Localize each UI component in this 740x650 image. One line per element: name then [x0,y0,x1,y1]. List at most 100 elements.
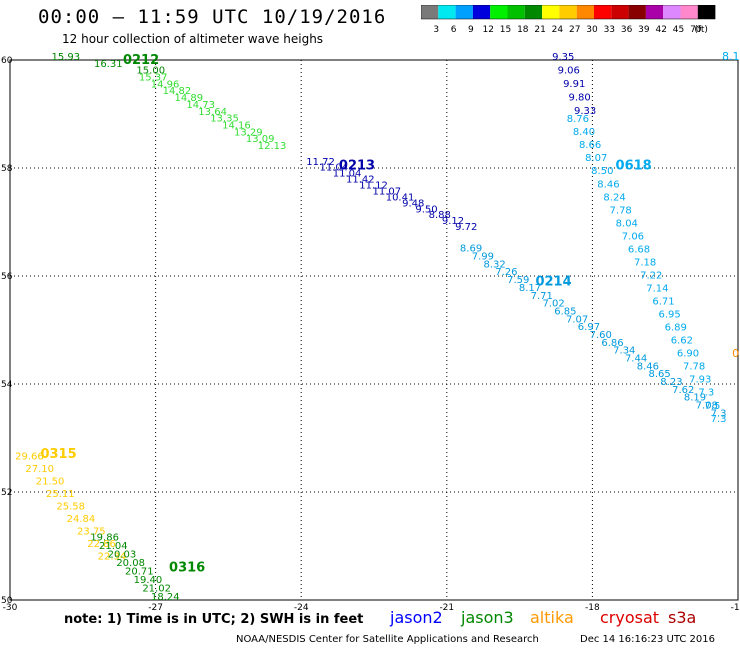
scale-swatch [611,5,629,19]
scale-tick-label: 33 [604,25,615,35]
swh-value: 20.08 [116,558,145,569]
swh-value: 11.12 [359,181,388,192]
swh-value: 15.37 [139,73,168,84]
swh-value: 8.07 [585,153,607,164]
swh-value: 7.59 [507,275,529,286]
swh-value: 8.32 [484,259,506,270]
swh-value: 21.50 [36,477,65,488]
lon-tick-label: -18 [585,603,600,613]
scale-tick-label: 9 [468,25,474,35]
scale-tick-label: 70 [690,25,702,35]
swh-value: 14.82 [163,86,192,97]
legend-jason3: jason3 [461,608,514,627]
swh-value: 6.95 [658,310,680,321]
scale-frame [421,5,716,20]
swh-value: 8.23 [660,377,682,388]
pass-time-label: 0618 [616,158,652,173]
swh-value: 21.04 [99,541,128,552]
scale-swatch [594,5,612,19]
swh-value: 7.3 [698,388,714,399]
swh-value: 15.00 [136,66,165,77]
swh-value: 7.18 [634,257,656,268]
scale-tick-label: 3 [433,25,439,35]
scale-swatch [438,5,456,19]
swh-value: 14.16 [222,121,251,132]
lat-tick-label: 58 [1,164,13,174]
swh-value: 8.76 [567,114,589,125]
swh-value: 21.02 [142,584,171,595]
swh-value: 6.90 [677,349,699,360]
swh-value: 7.07 [566,314,588,325]
scale-tick-label: 30 [586,25,598,35]
legend-altika: altika [530,608,574,627]
swh-value: 11.04 [320,163,349,174]
scale-swatch [455,5,473,19]
scale-swatch [576,5,594,19]
swh-value: 22.34 [98,552,127,563]
scale-tick-label: 27 [569,25,580,35]
scale-tick-label: 15 [500,25,511,35]
swh-value: 13.35 [210,114,239,125]
swh-value: 8.69 [460,244,482,255]
lat-tick-label: 52 [1,488,12,498]
footer-generated-date: Dec 14 16:16:23 UTC 2016 [580,634,715,645]
wave-height-color-scale: 3 6 9 12 15 18 21 24 27 30 33 36 39 42 45 70(ft) [421,5,716,35]
scale-tick-label: 42 [655,25,666,35]
swh-edge-value: 0 [732,347,739,360]
swh-value: 8.46 [637,361,659,372]
scale-swatch [559,5,577,19]
legend-cryosat: cryosat [600,608,660,627]
pass-time-label: 0212 [123,53,159,68]
swh-value: 9.06 [558,66,580,77]
swh-value: 7.78 [683,362,705,373]
map-subtitle: 12 hour collection of altimeter wave hei… [62,32,324,46]
scale-swatch [524,5,543,19]
swh-value: 9.72 [455,222,477,233]
swh-value: 14.96 [151,79,180,90]
swh-value: 9.80 [569,93,591,104]
swh-value: 10.41 [386,192,415,203]
scale-tick-label: 12 [482,25,493,35]
swh-value: 14.73 [186,100,215,111]
swh-value: 11.07 [372,186,401,197]
swh-value: 6.71 [652,297,674,308]
scale-tick-label: 39 [638,25,650,35]
pass-time-label: 0315 [40,447,76,462]
pass-time-label: 0316 [169,561,205,576]
lat-tick-label: 56 [1,272,13,282]
swh-value: 7.5 [705,401,721,412]
scale-unit-label: (ft) [694,25,708,35]
swh-value: 7.34 [613,346,635,357]
pass-time-label: 0214 [535,274,571,289]
lat-tick-label: 60 [1,56,13,66]
swh-value: 6.68 [628,244,650,255]
swh-value: 18.24 [151,592,180,603]
swh-value: 19.40 [134,575,163,586]
scale-tick-label: 45 [673,25,684,35]
scale-tick-label: 18 [517,25,529,35]
swh-value: 9.91 [563,79,585,90]
pass-time-label: 0213 [339,158,375,173]
swh-value: 7.06 [622,231,644,242]
swh-value: 7.26 [495,267,517,278]
footer-credit: NOAA/NESDIS Center for Satellite Applica… [236,634,539,645]
scale-swatch [680,5,698,19]
swh-value: 9.50 [415,204,437,215]
swh-value: 7.3 [711,408,727,419]
swh-value: 7.93 [689,375,711,386]
swh-value: 20.71 [125,567,154,578]
swh-value: 8.46 [597,179,619,190]
scale-tick-label: 36 [621,25,633,35]
scale-swatch [645,5,664,19]
swh-value: 24.84 [67,514,96,525]
swh-value: 20.03 [108,550,137,561]
swh-value: 27.10 [25,464,54,475]
lat-tick-label: 54 [1,380,13,390]
swh-value: 8.19 [684,393,706,404]
swh-value: 7.02 [542,299,564,310]
swh-value: 8.17 [519,283,541,294]
scale-swatch [472,5,491,19]
swh-value: 7.22 [640,270,662,281]
swh-value: 7.62 [672,385,694,396]
swh-value: 11.04 [333,169,362,180]
